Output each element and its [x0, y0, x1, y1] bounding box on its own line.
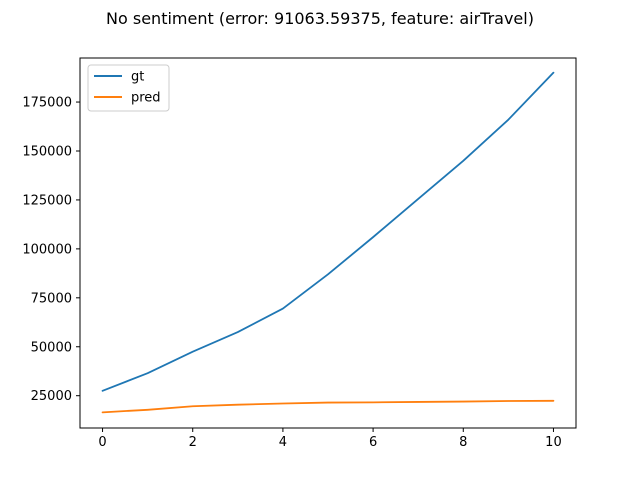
y-tick-label: 125000 [22, 193, 72, 208]
y-tick-label: 75000 [31, 291, 72, 306]
x-tick-label: 2 [189, 435, 197, 450]
y-tick-label: 100000 [22, 242, 72, 257]
series-line-pred [101, 399, 555, 414]
legend-label-gt: gt [131, 70, 144, 85]
y-tick-label: 175000 [22, 96, 72, 111]
y-tick-label: 150000 [22, 144, 72, 159]
series-line-gt [101, 71, 555, 392]
x-tick-label: 10 [545, 435, 562, 450]
x-axis: 0 2 4 6 8 10 [98, 428, 562, 450]
series-layer [101, 71, 555, 414]
x-tick-label: 0 [98, 435, 106, 450]
y-tick-label: 25000 [31, 389, 72, 404]
y-axis: 25000 50000 75000 100000 125000 150000 175000 [22, 96, 80, 404]
x-tick-label: 8 [459, 435, 467, 450]
y-tick-label: 50000 [31, 340, 72, 355]
plot-frame [79, 57, 577, 429]
x-tick-label: 6 [369, 435, 377, 450]
x-tick-label: 4 [279, 435, 287, 450]
legend: gt pred [87, 64, 170, 112]
legend-label-pred: pred [131, 91, 161, 106]
chart-title: No sentiment (error: 91063.59375, featur… [106, 9, 534, 28]
